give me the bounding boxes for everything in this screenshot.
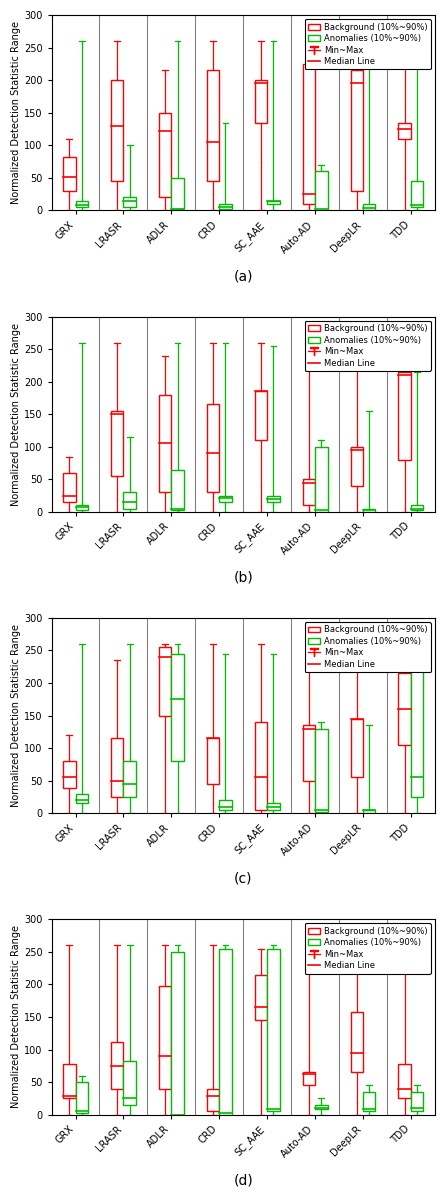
Bar xyxy=(315,728,327,812)
Bar xyxy=(219,948,232,1115)
Bar xyxy=(159,647,171,715)
Bar xyxy=(411,1092,423,1111)
Bar xyxy=(363,1092,376,1111)
Bar xyxy=(255,391,267,440)
Bar xyxy=(159,113,171,198)
Bar xyxy=(124,761,136,797)
Bar xyxy=(159,985,171,1088)
Bar xyxy=(63,473,75,502)
Bar xyxy=(171,952,184,1115)
Bar xyxy=(124,198,136,208)
Bar xyxy=(171,469,184,510)
Bar xyxy=(303,725,315,781)
Bar xyxy=(207,1088,219,1111)
Bar xyxy=(267,804,280,810)
Bar xyxy=(363,810,376,814)
Bar xyxy=(315,446,327,512)
Text: (b): (b) xyxy=(233,570,253,584)
Bar xyxy=(111,1042,124,1088)
Bar xyxy=(219,800,232,810)
Bar xyxy=(207,71,219,181)
Bar xyxy=(398,1064,411,1098)
Bar xyxy=(124,492,136,509)
Bar xyxy=(171,178,184,209)
Bar xyxy=(255,80,267,122)
Legend: Background (10%~90%), Anomalies (10%~90%), Min~Max, Median Line: Background (10%~90%), Anomalies (10%~90%… xyxy=(305,622,431,672)
Bar xyxy=(63,157,75,191)
Bar xyxy=(267,496,280,502)
Bar xyxy=(351,719,363,778)
Bar xyxy=(315,172,327,210)
Bar xyxy=(303,1073,315,1085)
Text: (c): (c) xyxy=(234,872,252,886)
Bar xyxy=(398,122,411,139)
Bar xyxy=(171,654,184,761)
Bar xyxy=(75,202,88,208)
Bar xyxy=(255,722,267,810)
Bar xyxy=(124,1061,136,1105)
Bar xyxy=(411,670,423,797)
Bar xyxy=(75,1082,88,1112)
Y-axis label: Normalized Detection Statistic Range: Normalized Detection Statistic Range xyxy=(11,624,21,808)
Y-axis label: Normalized Detection Statistic Range: Normalized Detection Statistic Range xyxy=(11,22,21,204)
Bar xyxy=(207,738,219,784)
Bar xyxy=(111,410,124,476)
Bar xyxy=(351,71,363,191)
Bar xyxy=(267,200,280,204)
Bar xyxy=(63,761,75,788)
Bar xyxy=(219,204,232,209)
Bar xyxy=(255,974,267,1020)
Bar xyxy=(363,204,376,210)
Bar xyxy=(411,505,423,510)
Bar xyxy=(207,404,219,492)
Bar xyxy=(303,64,315,204)
Bar xyxy=(398,673,411,745)
Text: (d): (d) xyxy=(233,1174,253,1187)
Text: (a): (a) xyxy=(233,269,253,283)
Bar xyxy=(267,948,280,1111)
Bar xyxy=(111,80,124,181)
Legend: Background (10%~90%), Anomalies (10%~90%), Min~Max, Median Line: Background (10%~90%), Anomalies (10%~90%… xyxy=(305,19,431,70)
Bar xyxy=(219,496,232,502)
Bar xyxy=(111,738,124,797)
Bar xyxy=(363,509,376,512)
Bar xyxy=(75,793,88,804)
Legend: Background (10%~90%), Anomalies (10%~90%), Min~Max, Median Line: Background (10%~90%), Anomalies (10%~90%… xyxy=(305,924,431,973)
Bar xyxy=(315,1105,327,1110)
Bar xyxy=(159,395,171,492)
Bar xyxy=(63,1064,75,1098)
Bar xyxy=(351,446,363,486)
Bar xyxy=(351,1012,363,1073)
Y-axis label: Normalized Detection Statistic Range: Normalized Detection Statistic Range xyxy=(11,925,21,1109)
Bar xyxy=(398,372,411,460)
Bar xyxy=(75,505,88,510)
Y-axis label: Normalized Detection Statistic Range: Normalized Detection Statistic Range xyxy=(11,323,21,505)
Bar xyxy=(303,479,315,505)
Bar xyxy=(411,181,423,208)
Legend: Background (10%~90%), Anomalies (10%~90%), Min~Max, Median Line: Background (10%~90%), Anomalies (10%~90%… xyxy=(305,320,431,371)
